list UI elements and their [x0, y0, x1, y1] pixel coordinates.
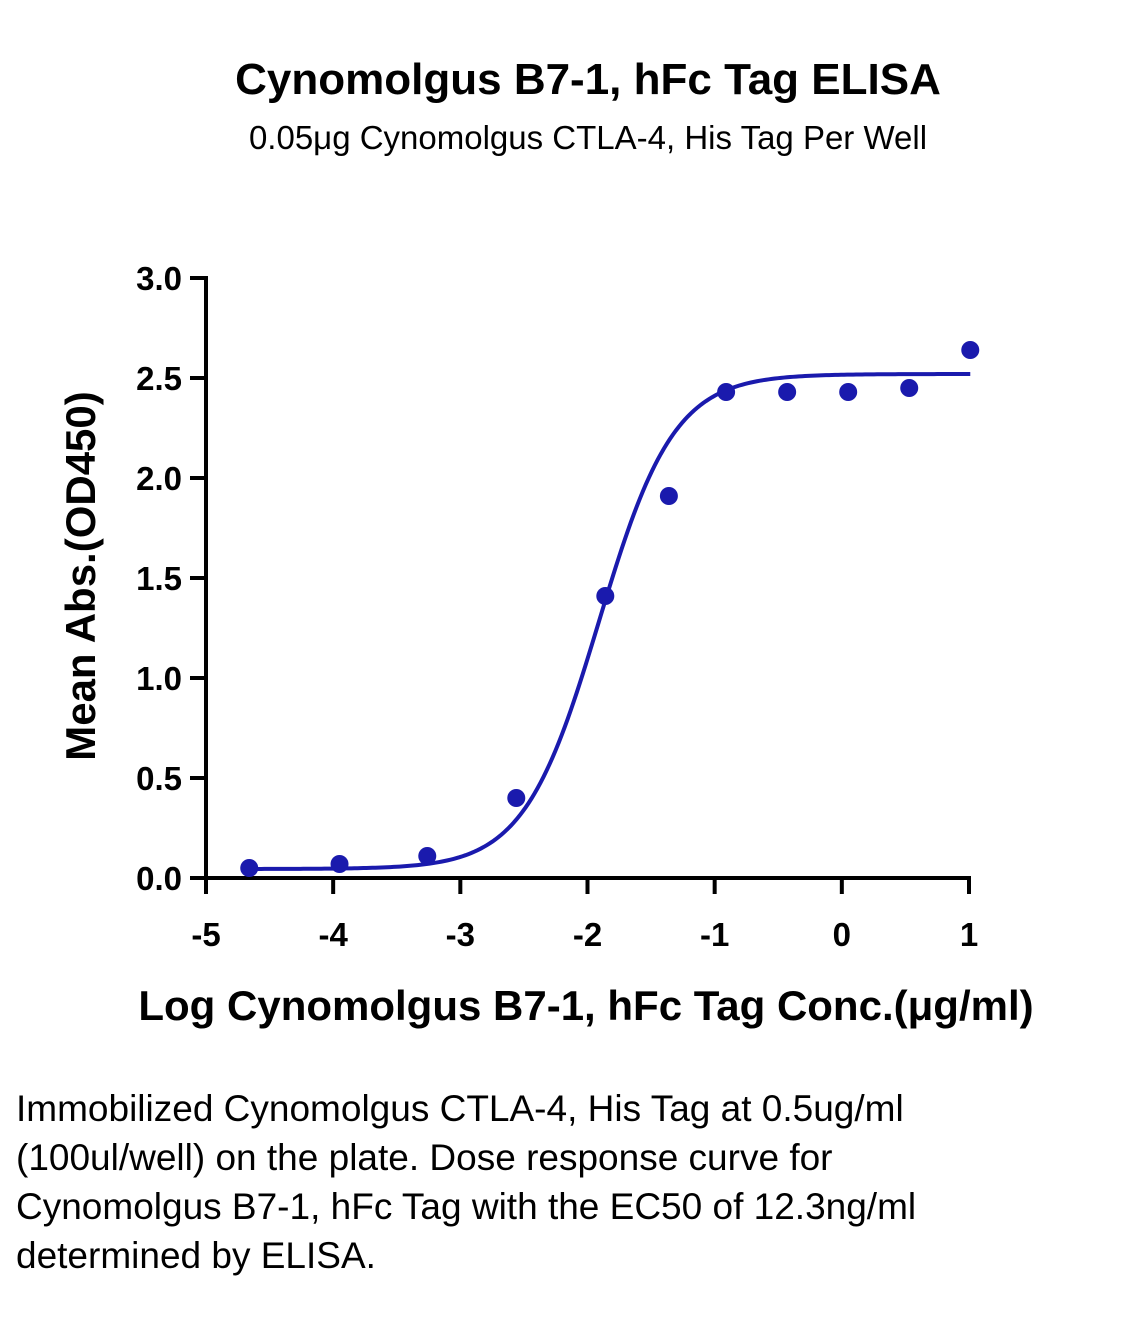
y-tick-label: 2.0	[136, 460, 182, 497]
x-tick-label: -3	[446, 916, 475, 953]
data-point	[240, 859, 259, 877]
y-tick-label: 2.5	[136, 360, 182, 397]
x-tick-label: -1	[700, 916, 729, 953]
x-tick-label: 0	[833, 916, 851, 953]
x-tick-label: -2	[573, 916, 602, 953]
x-tick-label: -5	[191, 916, 220, 953]
y-tick-label: 0.5	[136, 760, 182, 797]
chart-title: Cynomolgus B7-1, hFc Tag ELISA	[235, 55, 941, 104]
y-tick-label: 0.0	[136, 860, 182, 897]
data-point	[659, 487, 678, 505]
data-point	[507, 789, 526, 807]
x-tick-label: 1	[960, 916, 978, 953]
data-point	[839, 383, 858, 401]
data-point	[900, 379, 919, 397]
x-tick-label: -4	[318, 916, 348, 953]
data-point	[596, 587, 615, 605]
y-axis-title: Mean Abs.(OD450)	[57, 391, 104, 761]
x-axis-title: Log Cynomolgus B7-1, hFc Tag Conc.(μg/ml…	[138, 982, 1033, 1029]
elisa-chart: Cynomolgus B7-1, hFc Tag ELISA 0.05μg Cy…	[57, 55, 1034, 1029]
figure-caption: Immobilized Cynomolgus CTLA-4, His Tag a…	[16, 1088, 917, 1276]
data-point	[418, 847, 437, 865]
y-tick-label: 1.5	[136, 560, 182, 597]
y-tick-label: 1.0	[136, 660, 182, 697]
data-point	[961, 341, 980, 359]
y-tick-label: 3.0	[136, 260, 182, 297]
data-point	[778, 383, 797, 401]
fit-curve	[249, 372, 971, 871]
data-point	[717, 383, 736, 401]
data-point	[330, 855, 349, 873]
chart-subtitle: 0.05μg Cynomolgus CTLA-4, His Tag Per We…	[249, 119, 927, 156]
plot-area: 0.0 0.5 1.0 1.5 2.0 2.5 3.0 -5 -4 -3 -2 -1 0 1	[136, 260, 980, 953]
